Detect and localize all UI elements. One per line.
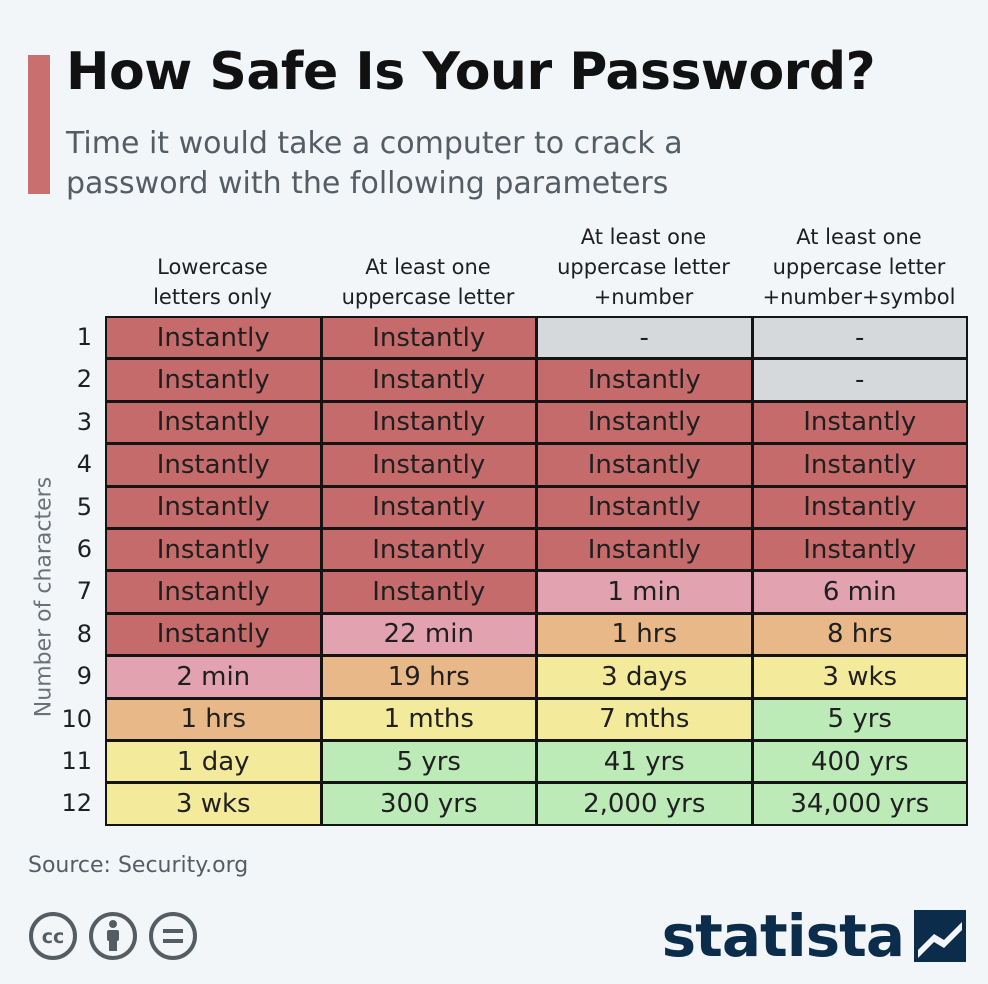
table-cell: 22 min [322,614,535,655]
column-header: At least one uppercase letter +number+sy… [762,225,956,309]
row-label: 12 [61,789,92,818]
row-label: 7 [76,577,92,606]
row-label: 1 [76,323,92,351]
table-cell: 1 hrs [107,699,320,739]
table-cell: Instantly [322,445,535,485]
row-label: 3 [76,407,92,436]
table-cell: 8 hrs [753,614,966,655]
table-cell: Instantly [107,360,320,400]
row-label: 4 [76,450,92,479]
table-cell: Instantly [322,487,535,527]
brand-name: statista [661,902,905,970]
table-cell: 3 wks [753,657,966,697]
table-cell: 5 yrs [753,699,966,739]
column-header: At least one uppercase letter [341,255,515,309]
table-cell: 1 mths [322,699,535,739]
column-header: At least one uppercase letter +number [557,225,730,309]
table-cell: Instantly [107,402,320,443]
statista-mark-icon [914,910,966,962]
table-cell: Instantly [538,360,751,400]
chart-title: How Safe Is Your Password? [66,42,876,102]
table-cell: Instantly [107,445,320,485]
table-cell: 34,000 yrs [753,784,966,824]
table-cell: Instantly [107,318,320,358]
password-table: Instantly Instantly - - Instantly Instantly In… [105,316,968,826]
table-cell: Instantly [322,572,535,612]
table-cell: - [538,318,751,358]
column-header: Lowercase letters only [153,255,272,309]
chart-subtitle: Time it would take a computer to crack a… [66,126,683,201]
statista-logo[interactable]: statista [662,906,966,966]
table-cell: 1 day [107,742,320,782]
table-cell: Instantly [753,530,966,570]
no-derivatives-icon[interactable] [148,911,198,961]
row-label: 10 [61,704,92,733]
table-cell: 19 hrs [322,657,535,697]
table-cell: 41 yrs [538,742,751,782]
table-cell: 5 yrs [322,742,535,782]
table-cell: Instantly [107,530,320,570]
table-cell: 6 min [753,572,966,612]
row-label: 8 [76,619,92,648]
table-cell: Instantly [538,530,751,570]
row-label: 5 [76,492,92,521]
attribution-icon[interactable] [88,911,138,961]
table-cell: Instantly [538,445,751,485]
table-cell: Instantly [107,572,320,612]
table-cell: Instantly [538,487,751,527]
table-cell: Instantly [753,402,966,443]
row-label: 11 [61,747,92,775]
row-label: 9 [76,662,92,691]
table-cell: - [753,318,966,358]
table-cell: 2 min [107,657,320,697]
table-cell: - [753,360,966,400]
table-cell: 2,000 yrs [538,784,751,824]
table-cell: Instantly [322,530,535,570]
row-label: 6 [76,535,92,563]
table-cell: 400 yrs [753,742,966,782]
table-cell: Instantly [107,614,320,655]
table-cell: 1 hrs [538,614,751,655]
source-note: Source: Security.org [28,853,249,878]
accent-bar [28,55,50,194]
table-cell: 1 min [538,572,751,612]
creative-commons-icon[interactable]: cc [28,911,78,961]
table-cell: 3 wks [107,784,320,824]
svg-text:cc: cc [42,926,65,948]
table-cell: Instantly [753,487,966,527]
table-cell: Instantly [753,445,966,485]
table-cell: Instantly [107,487,320,527]
table-cell: 7 mths [538,699,751,739]
table-cell: 3 days [538,657,751,697]
row-label: 2 [76,365,92,394]
table-cell: Instantly [322,318,535,358]
table-cell: Instantly [322,402,535,443]
table-cell: 300 yrs [322,784,535,824]
table-cell: Instantly [538,402,751,443]
table-cell: Instantly [322,360,535,400]
